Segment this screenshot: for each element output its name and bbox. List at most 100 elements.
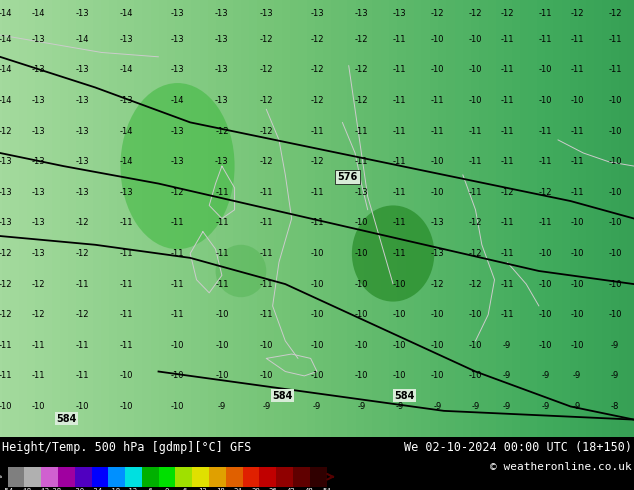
Text: 576: 576	[337, 172, 358, 182]
Bar	[8, 466, 24, 487]
Text: -11: -11	[354, 126, 368, 136]
Text: -14: -14	[0, 9, 12, 18]
Bar	[276, 466, 293, 487]
Text: -10: -10	[310, 310, 324, 319]
Text: -12: -12	[570, 9, 584, 18]
Text: -10: -10	[538, 280, 552, 289]
Text: -11: -11	[500, 249, 514, 258]
Text: -13: -13	[171, 66, 184, 74]
Text: -11: -11	[215, 249, 229, 258]
Text: -13: -13	[0, 219, 12, 227]
Text: -11: -11	[120, 310, 134, 319]
Text: 584: 584	[272, 391, 292, 400]
Text: -10: -10	[608, 126, 622, 136]
Text: -11: -11	[0, 341, 12, 350]
Text: -12: -12	[259, 126, 273, 136]
Bar	[91, 466, 108, 487]
Text: -11: -11	[500, 66, 514, 74]
Bar	[108, 466, 125, 487]
Text: -14: -14	[75, 35, 89, 44]
Text: -13: -13	[171, 9, 184, 18]
Text: -11: -11	[75, 280, 89, 289]
Text: -13: -13	[215, 9, 229, 18]
Text: -30: -30	[72, 489, 85, 490]
Text: -9: -9	[395, 402, 404, 411]
Text: -10: -10	[354, 249, 368, 258]
Text: -10: -10	[215, 371, 229, 380]
Text: -11: -11	[500, 219, 514, 227]
Text: -11: -11	[392, 96, 406, 105]
Text: -12: -12	[310, 66, 324, 74]
Text: -13: -13	[75, 66, 89, 74]
Text: -11: -11	[500, 280, 514, 289]
Text: -11: -11	[469, 157, 482, 166]
Text: -10: -10	[75, 402, 89, 411]
Text: -13: -13	[171, 126, 184, 136]
Text: 584: 584	[56, 414, 77, 424]
Text: -11: -11	[171, 310, 184, 319]
Text: -12: -12	[75, 310, 89, 319]
Text: -10: -10	[538, 66, 552, 74]
Text: Height/Temp. 500 hPa [gdmp][°C] GFS: Height/Temp. 500 hPa [gdmp][°C] GFS	[2, 441, 251, 454]
Text: -10: -10	[259, 371, 273, 380]
Text: -13: -13	[120, 96, 134, 105]
Text: -11: -11	[120, 219, 134, 227]
Text: -13: -13	[215, 66, 229, 74]
Text: -12: -12	[125, 489, 138, 490]
Text: -11: -11	[75, 371, 89, 380]
Text: -11: -11	[570, 157, 584, 166]
Text: -48: -48	[19, 489, 32, 490]
Text: -12: -12	[469, 9, 482, 18]
Text: -11: -11	[75, 341, 89, 350]
Text: -10: -10	[430, 35, 444, 44]
Text: -13: -13	[120, 188, 134, 197]
Text: -12: -12	[354, 96, 368, 105]
Text: -13: -13	[120, 35, 134, 44]
Text: -13: -13	[31, 219, 45, 227]
Text: -11: -11	[469, 126, 482, 136]
Text: -13: -13	[215, 35, 229, 44]
Text: -11: -11	[310, 219, 324, 227]
Text: -11: -11	[392, 66, 406, 74]
Text: -12: -12	[215, 126, 229, 136]
Text: -10: -10	[538, 310, 552, 319]
Text: 0: 0	[165, 489, 169, 490]
Text: 12: 12	[198, 489, 207, 490]
Text: -10: -10	[538, 341, 552, 350]
Text: -10: -10	[392, 310, 406, 319]
Text: -10: -10	[392, 371, 406, 380]
Text: -24: -24	[89, 489, 103, 490]
Text: -13: -13	[75, 9, 89, 18]
Text: -13: -13	[31, 35, 45, 44]
Text: -10: -10	[392, 341, 406, 350]
Text: -11: -11	[0, 371, 12, 380]
Text: -11: -11	[430, 126, 444, 136]
Text: 18: 18	[216, 489, 224, 490]
Text: -9: -9	[541, 371, 550, 380]
Text: -12: -12	[259, 96, 273, 105]
Text: -10: -10	[171, 341, 184, 350]
Text: -11: -11	[31, 341, 45, 350]
Text: -13: -13	[0, 157, 12, 166]
Text: -12: -12	[0, 310, 12, 319]
Text: -11: -11	[570, 188, 584, 197]
Text: -11: -11	[538, 9, 552, 18]
Text: -11: -11	[310, 188, 324, 197]
Text: -14: -14	[0, 96, 12, 105]
Text: -11: -11	[120, 280, 134, 289]
Text: -11: -11	[215, 280, 229, 289]
Text: -13: -13	[310, 9, 324, 18]
Text: -10: -10	[570, 280, 584, 289]
Ellipse shape	[120, 83, 235, 249]
Bar	[125, 466, 142, 487]
Text: -12: -12	[31, 310, 45, 319]
Text: -11: -11	[171, 219, 184, 227]
Text: -13: -13	[0, 188, 12, 197]
Text: -10: -10	[570, 310, 584, 319]
Text: -13: -13	[171, 157, 184, 166]
Text: -11: -11	[500, 96, 514, 105]
Text: -10: -10	[31, 402, 45, 411]
Text: -13: -13	[354, 9, 368, 18]
Bar	[209, 466, 226, 487]
Text: -10: -10	[469, 341, 482, 350]
